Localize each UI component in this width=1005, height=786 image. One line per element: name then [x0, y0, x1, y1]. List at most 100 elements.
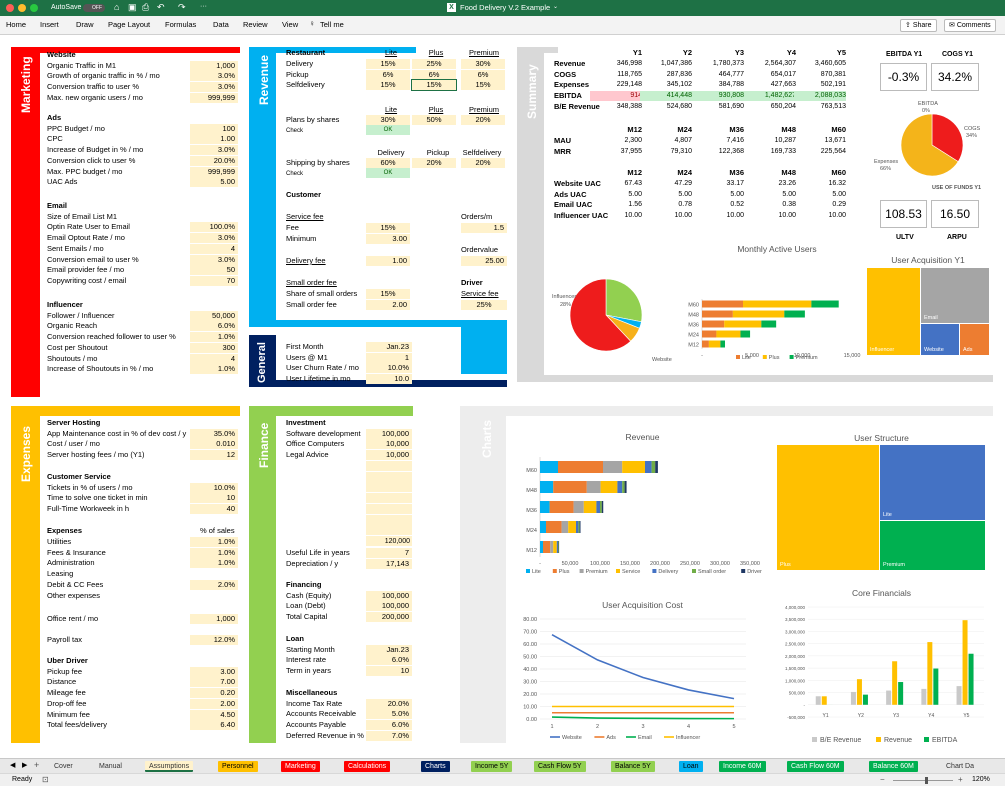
sheet-tab-charts[interactable]: Charts: [421, 761, 450, 772]
shipping-value[interactable]: 20%: [412, 158, 456, 168]
autosave-toggle[interactable]: OFF: [83, 4, 105, 12]
exp-value[interactable]: 1.0%: [190, 547, 238, 558]
orders-value[interactable]: 1.5: [461, 223, 507, 233]
exp-value[interactable]: 1.0%: [190, 558, 238, 569]
ads-value[interactable]: 1.00: [190, 134, 238, 145]
uber-value[interactable]: 7.00: [190, 677, 238, 688]
email-value[interactable]: 3.0%: [190, 233, 238, 244]
investment-empty-cell[interactable]: [366, 493, 412, 504]
uber-value[interactable]: 3.00: [190, 666, 238, 677]
investment-value[interactable]: 10,000: [366, 450, 412, 461]
influencer-value[interactable]: 1.0%: [190, 364, 238, 375]
more-icon[interactable]: ···: [200, 3, 207, 10]
misc-value[interactable]: 5.0%: [366, 709, 412, 720]
small-order-fee-value[interactable]: 2.00: [366, 300, 410, 310]
website-value[interactable]: 1,000: [190, 60, 238, 71]
sheet-tab-cover[interactable]: Cover: [50, 761, 77, 772]
general-value[interactable]: 10.0%: [366, 363, 412, 374]
website-value[interactable]: 3.0%: [190, 82, 238, 93]
restaurant-value[interactable]: 6%: [412, 69, 456, 80]
home-icon[interactable]: ⌂: [114, 2, 120, 12]
influencer-value[interactable]: 1.0%: [190, 332, 238, 343]
investment-empty-cell[interactable]: [366, 471, 412, 482]
email-value[interactable]: 3.0%: [190, 254, 238, 265]
restaurant-value[interactable]: 6%: [366, 69, 410, 80]
ads-value[interactable]: 20.0%: [190, 155, 238, 166]
support-value[interactable]: 40: [190, 504, 238, 515]
menu-insert[interactable]: Insert: [40, 20, 59, 29]
general-value[interactable]: 1: [366, 352, 412, 363]
add-sheet-icon[interactable]: +: [34, 760, 40, 770]
server-value[interactable]: 0.010: [190, 439, 238, 450]
influencer-value[interactable]: 50,000: [190, 310, 238, 321]
ads-value[interactable]: 999,999: [190, 166, 238, 177]
menu-draw[interactable]: Draw: [76, 20, 94, 29]
restaurant-value[interactable]: 6%: [461, 69, 505, 80]
menu-review[interactable]: Review: [243, 20, 268, 29]
investment-empty-cell[interactable]: [366, 482, 412, 493]
email-value[interactable]: 4: [190, 243, 238, 254]
delivery-fee-value[interactable]: 1.00: [366, 256, 410, 266]
share-small-orders-value[interactable]: 15%: [366, 289, 410, 299]
website-value[interactable]: 999,999: [190, 92, 238, 103]
share-button[interactable]: ⇪ Share: [900, 19, 937, 32]
investment-empty-cell[interactable]: [366, 525, 412, 536]
email-value[interactable]: 70: [190, 275, 238, 286]
shipping-value[interactable]: 20%: [461, 158, 505, 168]
general-value[interactable]: Jan.23: [366, 342, 412, 352]
undo-icon[interactable]: ↶: [157, 2, 165, 12]
ads-value[interactable]: 3.0%: [190, 145, 238, 156]
influencer-value[interactable]: 6.0%: [190, 321, 238, 332]
influencer-value[interactable]: 4: [190, 353, 238, 364]
next-sheet-icon[interactable]: ▶: [22, 762, 28, 769]
investment-empty-cell[interactable]: [366, 535, 412, 546]
plans-value[interactable]: 30%: [366, 115, 410, 125]
accessibility-icon[interactable]: ⊡: [42, 775, 49, 784]
life-value[interactable]: 7: [366, 548, 412, 558]
website-value[interactable]: 3.0%: [190, 71, 238, 82]
uber-value[interactable]: 6.40: [190, 720, 238, 731]
maximize-window-button[interactable]: [30, 4, 38, 12]
sheet-tab-calculations[interactable]: Calculations: [344, 761, 391, 772]
misc-value[interactable]: 7.0%: [366, 730, 412, 741]
investment-empty-cell[interactable]: [366, 503, 412, 514]
plans-value[interactable]: 20%: [461, 115, 505, 125]
support-value[interactable]: 10.0%: [190, 482, 238, 493]
general-value[interactable]: 10.0: [366, 374, 412, 385]
sheet-tab-income-60m[interactable]: Income 60M: [719, 761, 766, 772]
misc-value[interactable]: 6.0%: [366, 720, 412, 731]
minimize-window-button[interactable]: [18, 4, 26, 12]
office-rent-value[interactable]: 1,000: [190, 614, 238, 624]
restaurant-value[interactable]: 15%: [461, 80, 505, 91]
server-value[interactable]: 35.0%: [190, 428, 238, 439]
sheet-area[interactable]: Marketing Revenue General Summary EBITDA…: [0, 35, 1005, 758]
zoom-slider[interactable]: [893, 780, 953, 781]
chevron-down-icon[interactable]: ⌄: [553, 4, 559, 10]
restaurant-value[interactable]: 25%: [412, 59, 456, 69]
sheet-tab-marketing[interactable]: Marketing: [281, 761, 320, 772]
financing-value[interactable]: 100,000: [366, 590, 412, 601]
restaurant-value[interactable]: 15%: [366, 59, 410, 69]
sheet-tab-manual[interactable]: Manual: [95, 761, 126, 772]
uber-value[interactable]: 0.20: [190, 688, 238, 699]
sheet-tab-balance-60m[interactable]: Balance 60M: [869, 761, 918, 772]
exp-value[interactable]: 1.0%: [190, 537, 238, 547]
support-value[interactable]: 10: [190, 493, 238, 504]
prev-sheet-icon[interactable]: ◀: [10, 762, 16, 769]
sheet-tab-personnel[interactable]: Personnel: [218, 761, 258, 772]
life-value[interactable]: 17,143: [366, 558, 412, 569]
investment-empty-cell[interactable]: [366, 514, 412, 525]
sheet-tab-balance-5y[interactable]: Balance 5Y: [611, 761, 655, 772]
menu-home[interactable]: Home: [6, 20, 27, 29]
loan-value[interactable]: Jan.23: [366, 644, 412, 655]
zoom-in-icon[interactable]: +: [958, 775, 963, 784]
email-value[interactable]: 100.0%: [190, 222, 238, 233]
sheet-tab-chart-da[interactable]: Chart Da: [942, 761, 979, 772]
ordervalue-value[interactable]: 25.00: [461, 256, 507, 266]
financing-value[interactable]: 200,000: [366, 612, 412, 623]
save-icon[interactable]: ▣: [128, 2, 137, 12]
ads-value[interactable]: 5.00: [190, 177, 238, 188]
ads-value[interactable]: 100: [190, 123, 238, 134]
investment-value[interactable]: 100,000: [366, 428, 412, 439]
shipping-value[interactable]: 60%: [366, 158, 410, 168]
